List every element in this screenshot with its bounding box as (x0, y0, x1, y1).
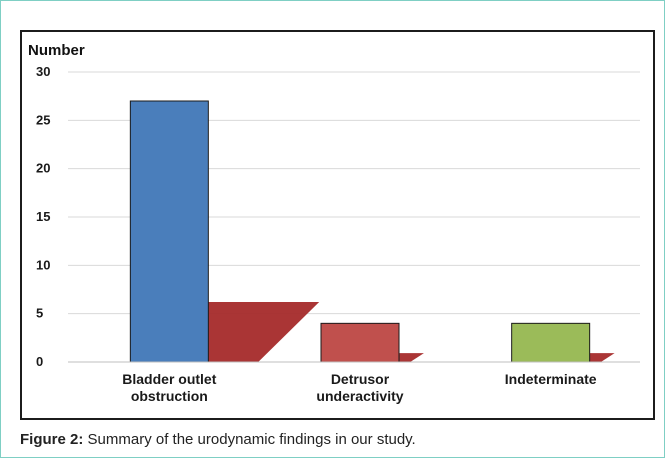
x-category-label: Bladder outlet (122, 371, 216, 387)
figure-caption: Figure 2: Summary of the urodynamic find… (20, 431, 416, 448)
chart-container: Number 0 5 10 15 20 25 30 Bladder outlet obstru… (20, 30, 655, 420)
bar-shadow (208, 301, 320, 362)
y-tick-label: 15 (36, 209, 50, 224)
x-category-label: obstruction (131, 388, 208, 404)
y-tick-label: 5 (36, 306, 43, 321)
x-category-label: Detrusor (331, 371, 390, 387)
bar (129, 100, 209, 363)
bar-shadow (399, 353, 424, 362)
bar-shadows (208, 301, 615, 362)
caption-text: Summary of the urodynamic findings in ou… (87, 431, 416, 448)
x-category-label: Indeterminate (505, 371, 597, 387)
x-category-label: underactivity (316, 388, 403, 404)
y-tick-label: 10 (36, 257, 50, 272)
y-tick-label: 25 (36, 112, 50, 127)
bar-chart: Number 0 5 10 15 20 25 30 Bladder outletobstru… (28, 42, 640, 404)
caption-label: Figure 2: (20, 431, 84, 448)
y-axis-ticks: 0 5 10 15 20 25 30 (36, 64, 50, 369)
bar-shadow (589, 353, 615, 362)
y-axis-title: Number (28, 42, 85, 59)
bar (511, 322, 591, 363)
bars (129, 100, 591, 363)
y-tick-label: 0 (36, 354, 43, 369)
y-tick-label: 30 (36, 64, 50, 79)
y-tick-label: 20 (36, 161, 50, 176)
bar (320, 322, 400, 363)
